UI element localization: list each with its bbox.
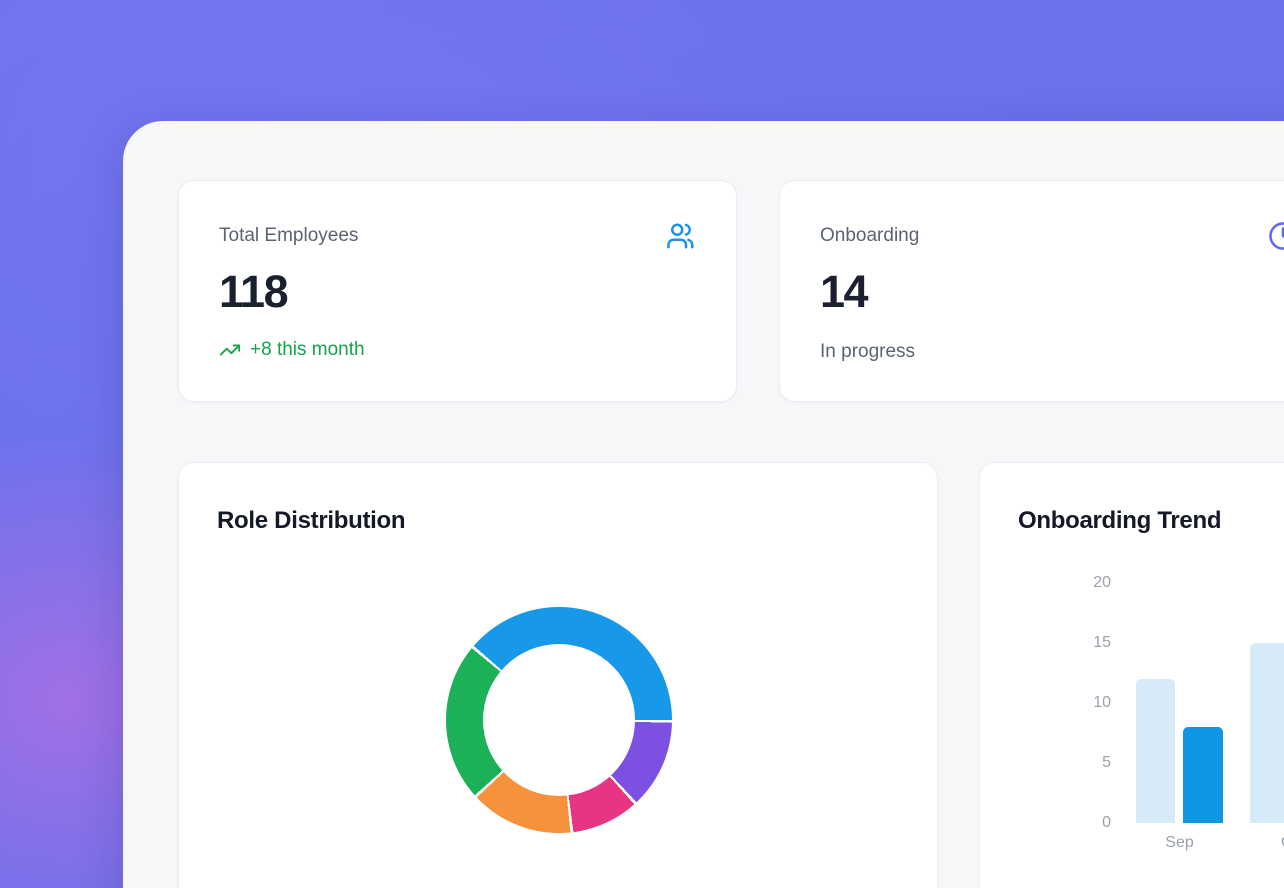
total-employees-delta-text: +8 this month: [250, 339, 365, 360]
role-distribution-title: Role Distribution: [217, 507, 406, 534]
role-distribution-donut-chart[interactable]: [446, 607, 672, 833]
y-axis-tick-10: 10: [1093, 694, 1111, 711]
total-employees-card: Total Employees 118 +8 this month: [178, 180, 737, 402]
onboarding-value: 14: [820, 266, 869, 317]
y-axis-tick-20: 20: [1093, 574, 1111, 591]
total-employees-value: 118: [219, 266, 289, 317]
y-axis-tick-5: 5: [1102, 754, 1111, 771]
onboarding-card: Onboarding 14 In progress: [779, 180, 1284, 402]
onboarding-status: In progress: [820, 341, 916, 362]
y-axis-tick-0: 0: [1102, 814, 1111, 831]
onboarding-trend-card: Onboarding Trend 20 15 10 5 0 Sep Oct: [979, 462, 1284, 888]
onboarding-trend-title: Onboarding Trend: [1018, 507, 1222, 534]
role-distribution-card: Role Distribution: [178, 462, 938, 888]
trending-up-icon: [219, 344, 241, 356]
users-icon: [666, 221, 696, 251]
bar-sep-light[interactable]: [1136, 679, 1175, 823]
onboarding-label: Onboarding: [820, 225, 920, 246]
bar-oct-light[interactable]: [1250, 643, 1284, 823]
bar-sep-dark[interactable]: [1183, 727, 1223, 823]
total-employees-delta: +8 this month: [219, 339, 365, 361]
x-axis-label-sep: Sep: [1165, 834, 1194, 851]
onboarding-trend-bar-chart[interactable]: 20 15 10 5 0 Sep Oct: [980, 463, 1284, 888]
x-axis-label-oct: Oct: [1262, 834, 1284, 852]
y-axis-tick-15: 15: [1093, 634, 1111, 651]
total-employees-label: Total Employees: [219, 225, 359, 246]
clock-icon: [1268, 221, 1284, 251]
